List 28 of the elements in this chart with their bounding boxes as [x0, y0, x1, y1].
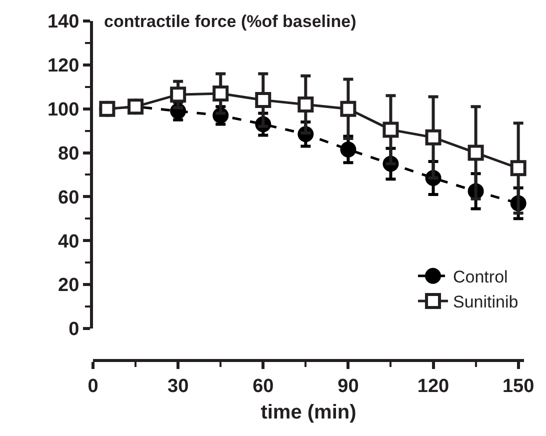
point	[298, 96, 314, 112]
point	[255, 92, 272, 108]
y-tick-label: 140	[47, 12, 80, 33]
point	[510, 160, 526, 176]
point	[212, 85, 229, 102]
point	[382, 122, 399, 138]
x-tick-label: 0	[88, 376, 98, 397]
x-tick-label: 30	[168, 376, 189, 397]
y-tick-label: 0	[68, 319, 80, 340]
y-tick-label: 80	[58, 143, 80, 164]
point	[170, 86, 186, 103]
x-tick-label: 90	[338, 376, 359, 397]
point	[340, 100, 356, 117]
x-axis-title: time (min)	[260, 401, 356, 424]
y-tick-label: 20	[58, 275, 80, 296]
point	[468, 144, 484, 161]
y-tick-label: 60	[58, 187, 80, 208]
y-tick-label: 40	[58, 231, 80, 252]
y-tick-label: 120	[47, 56, 80, 77]
y-axis-title: contractile force (%of baseline)	[104, 12, 356, 31]
point	[340, 141, 356, 158]
x-tick-label: 60	[252, 376, 274, 397]
legend-label: Control	[453, 268, 508, 286]
point	[425, 129, 442, 146]
y-tick-label: 100	[47, 100, 80, 120]
legend-label: Sunitinib	[453, 292, 518, 312]
x-tick-label: 120	[417, 376, 450, 397]
x-tick-label: 150	[502, 376, 534, 397]
